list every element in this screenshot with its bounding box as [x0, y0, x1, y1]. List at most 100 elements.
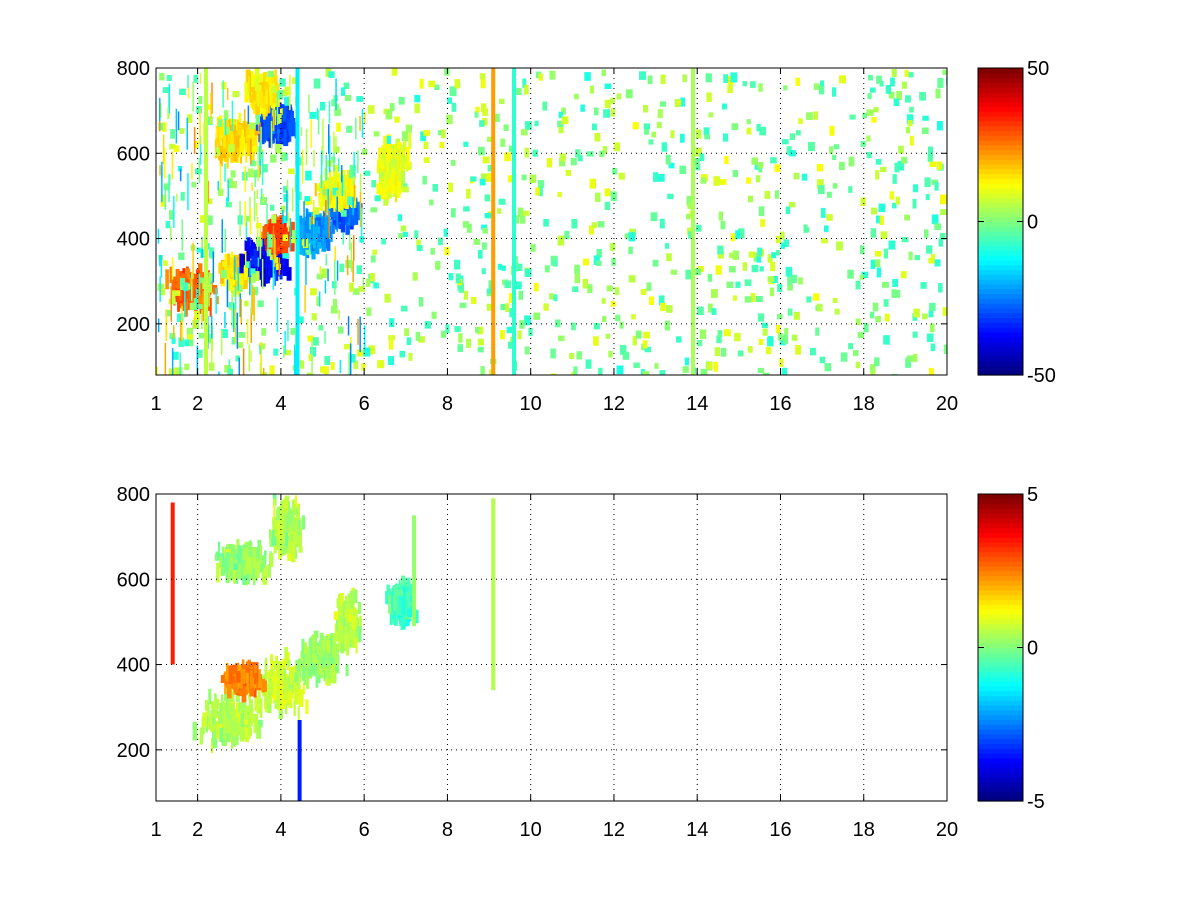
heatmap-cell: [347, 196, 353, 206]
heatmap-cell: [658, 295, 665, 306]
heatmap-cell: [665, 154, 671, 165]
heatmap-cell: [654, 363, 659, 369]
heatmap-cell: [849, 114, 856, 120]
colorbar-band: [978, 274, 1023, 280]
heatmap-cell: [791, 274, 798, 284]
heatmap-cell: [779, 231, 785, 240]
heatmap-cell: [219, 146, 223, 167]
heatmap-cell: [769, 287, 775, 297]
heatmap-cell: [555, 319, 561, 328]
heatmap-cell: [670, 130, 675, 138]
colorbar-band: [978, 604, 1023, 610]
heatmap-cell: [430, 247, 435, 255]
heatmap-cell: [278, 221, 283, 241]
heatmap-cell: [359, 116, 361, 131]
heatmap-cell: [758, 83, 763, 92]
heatmap-cell: [221, 546, 225, 559]
heatmap-cell: [175, 367, 183, 375]
heatmap-cell: [250, 564, 255, 578]
heatmap-cell: [284, 331, 286, 354]
heatmap-cell: [357, 318, 359, 345]
heatmap-cell: [399, 606, 402, 616]
heatmap-cell: [178, 270, 183, 282]
heatmap-cell: [338, 209, 342, 223]
heatmap-cell: [697, 339, 703, 347]
heatmap-cell: [233, 726, 237, 738]
heatmap-cell: [233, 256, 236, 280]
x-tick-label: 2: [192, 819, 203, 841]
heatmap-cell: [580, 104, 585, 112]
heatmap-cell: [382, 177, 389, 187]
heatmap-cell: [939, 232, 946, 240]
heatmap-cell: [209, 297, 212, 317]
heatmap-cell: [308, 94, 310, 113]
heatmap-cell: [226, 141, 230, 161]
heatmap-cell: [596, 260, 602, 266]
x-tick-label: 18: [853, 393, 875, 415]
heatmap-cell: [746, 177, 752, 184]
heatmap-cell: [306, 676, 310, 689]
heatmap-cell: [352, 288, 360, 295]
heatmap-cell: [323, 186, 326, 197]
heatmap-cell: [448, 273, 454, 281]
heatmap-cell: [668, 162, 675, 169]
colorbar-band: [978, 575, 1023, 581]
heatmap-cell: [457, 344, 463, 352]
heatmap-cell: [211, 333, 213, 365]
heatmap-cell: [362, 149, 368, 155]
heatmap-cell: [860, 245, 865, 255]
heatmap-cell: [191, 272, 193, 302]
heatmap-cell: [238, 357, 240, 375]
heatmap-cell: [684, 357, 689, 366]
heatmap-cell: [208, 721, 211, 730]
heatmap-cell: [386, 148, 390, 158]
heatmap-cell: [333, 611, 339, 620]
heatmap-cell: [309, 217, 311, 230]
heatmap-cell: [582, 278, 589, 289]
heatmap-cell: [703, 127, 710, 136]
heatmap-cell: [162, 87, 169, 93]
heatmap-cell: [449, 86, 457, 97]
heatmap-cell: [339, 592, 344, 613]
heatmap-cell: [524, 315, 531, 326]
heatmap-cell: [253, 171, 261, 178]
heatmap-cell: [179, 168, 182, 182]
heatmap-cell: [868, 74, 873, 81]
heatmap-cell: [782, 139, 789, 145]
heatmap-cell: [186, 117, 188, 150]
heatmap-cell: [482, 227, 488, 234]
colorbar-band: [978, 125, 1023, 131]
heatmap-cell: [164, 148, 166, 179]
heatmap-cell: [298, 316, 304, 324]
heatmap-cell: [586, 151, 594, 157]
heatmap-cell: [227, 178, 233, 188]
heatmap-cell: [277, 122, 280, 142]
heatmap-cell: [424, 321, 431, 329]
heatmap-cell: [720, 221, 726, 230]
heatmap-cell: [803, 227, 810, 233]
heatmap-cell: [756, 256, 761, 263]
heatmap-cell: [396, 158, 399, 169]
heatmap-cell: [446, 114, 453, 125]
heatmap-cell: [836, 241, 843, 251]
heatmap-cell: [686, 196, 692, 206]
heatmap-cell: [178, 294, 184, 301]
heatmap-cell: [719, 179, 727, 185]
heatmap-cell: [276, 523, 282, 531]
heatmap-cell: [240, 267, 245, 280]
heatmap-cell: [286, 125, 290, 143]
heatmap-cell: [806, 296, 812, 303]
heatmap-cell: [231, 251, 234, 262]
heatmap-cell: [863, 323, 869, 333]
heatmap-cell: [353, 151, 355, 177]
heatmap-cell: [253, 713, 259, 727]
heatmap-cell: [408, 352, 413, 361]
colorbar-band: [978, 269, 1023, 275]
heatmap-cell: [732, 250, 739, 260]
heatmap-cell: [250, 71, 254, 88]
colorbar-band: [978, 513, 1023, 519]
heatmap-cell: [855, 361, 861, 369]
heatmap-cell: [771, 276, 778, 283]
heatmap-cell: [934, 223, 942, 231]
colorbar: -505: [977, 484, 1045, 813]
